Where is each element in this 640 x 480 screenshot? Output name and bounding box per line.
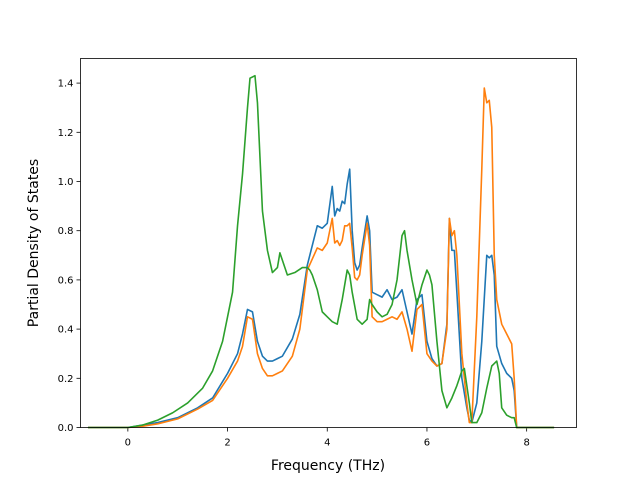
y-tick-label: 1.2 xyxy=(58,128,74,139)
series-line-2 xyxy=(87,87,555,429)
x-tick-label: 4 xyxy=(324,438,330,449)
x-tick-label: 6 xyxy=(424,438,430,449)
x-axis-ticks: 0 2 4 6 8 xyxy=(125,427,530,449)
y-tick-label: 0.0 xyxy=(58,423,74,434)
y-axis-label: Partial Density of States xyxy=(26,159,42,327)
y-tick-label: 0.4 xyxy=(58,325,74,336)
y-tick-label: 1.0 xyxy=(58,177,74,188)
x-tick-label: 0 xyxy=(125,438,131,449)
y-tick-label: 1.4 xyxy=(58,79,74,90)
y-tick-label: 0.8 xyxy=(58,226,74,237)
x-tick-label: 2 xyxy=(224,438,230,449)
y-axis-ticks: 0.0 0.2 0.4 0.6 0.8 1.0 1.2 1.4 xyxy=(58,79,81,434)
series-lines xyxy=(87,74,555,429)
x-axis-label: Frequency (THz) xyxy=(271,458,385,474)
plot-frame xyxy=(80,58,577,428)
y-tick-label: 0.6 xyxy=(58,275,74,286)
x-tick-label: 8 xyxy=(523,438,529,449)
series-line-3 xyxy=(87,74,555,429)
series-line-1 xyxy=(87,168,555,429)
y-tick-label: 0.2 xyxy=(58,374,74,385)
